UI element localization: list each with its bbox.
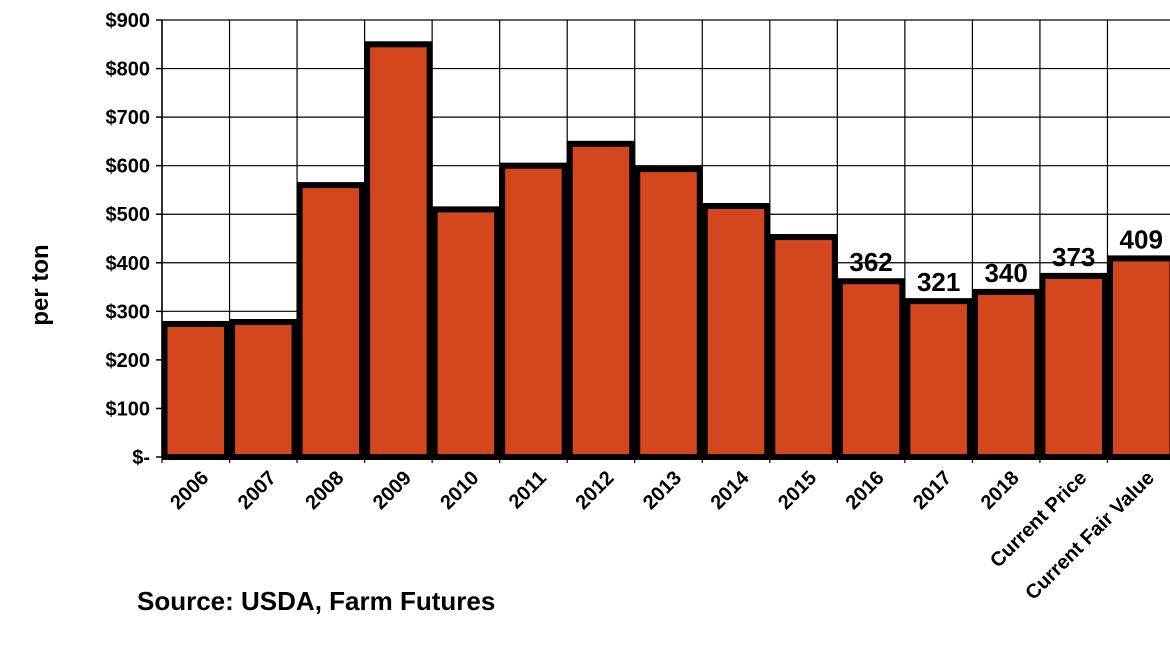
y-tick-label: $- — [132, 447, 150, 469]
bar — [499, 162, 568, 461]
y-tick-label: $400 — [106, 253, 151, 275]
bar — [904, 298, 973, 460]
x-tick-label: 2006 — [166, 467, 213, 514]
y-tick-label: $100 — [106, 398, 151, 420]
x-tick-label: 2015 — [774, 467, 821, 514]
source-note: Source: USDA, Farm Futures — [137, 586, 496, 616]
bar — [1039, 272, 1108, 461]
y-tick-label: $800 — [106, 59, 151, 81]
x-tick-label: 2018 — [977, 467, 1024, 514]
bar — [836, 278, 906, 460]
bar — [566, 140, 636, 460]
data-label: 340 — [984, 258, 1027, 288]
bar — [634, 166, 703, 460]
bar — [161, 320, 231, 460]
bar — [701, 202, 771, 460]
x-tick-label: Current Fair Value — [1021, 467, 1158, 604]
y-tick-label: $600 — [106, 156, 151, 178]
x-tick-label: 2012 — [571, 467, 618, 514]
data-label: 321 — [917, 267, 960, 297]
y-axis-title: per ton — [27, 244, 54, 325]
x-tick-label: 2008 — [301, 467, 348, 514]
data-label: 373 — [1052, 242, 1095, 272]
y-tick-label: $900 — [106, 10, 151, 32]
x-tick-label: 2017 — [909, 467, 956, 514]
data-label: 409 — [1120, 224, 1163, 254]
bar — [296, 182, 366, 460]
data-labels: 362 321 340 373 409 — [849, 224, 1163, 297]
x-tick-label: 2011 — [505, 467, 551, 513]
x-tick-label: 2016 — [842, 467, 889, 514]
bar — [769, 234, 838, 460]
x-tick-label: 2009 — [369, 467, 416, 514]
bar — [1106, 255, 1170, 460]
x-tick-label: 2007 — [234, 467, 281, 514]
bar — [229, 319, 298, 461]
y-tick-label: $700 — [106, 107, 151, 129]
x-tick-label: 2014 — [707, 466, 755, 514]
x-tick-label: 2010 — [436, 467, 483, 514]
y-tick-label: $200 — [106, 350, 151, 372]
bar — [971, 288, 1041, 460]
data-label: 362 — [849, 247, 892, 277]
x-axis-ticks: 2006 2007 2008 2009 2010 2011 2012 2013 2014 2015… — [166, 466, 1158, 604]
y-tick-label: $500 — [106, 204, 151, 226]
bar — [431, 206, 501, 460]
x-tick-label: 2013 — [639, 467, 686, 514]
y-axis-ticks: $- $100 $200 $300 $400 $500 $600 $700 $800 $900 — [106, 10, 162, 469]
y-tick-label: $300 — [106, 301, 151, 323]
bars — [161, 41, 1170, 461]
bar — [364, 41, 433, 461]
